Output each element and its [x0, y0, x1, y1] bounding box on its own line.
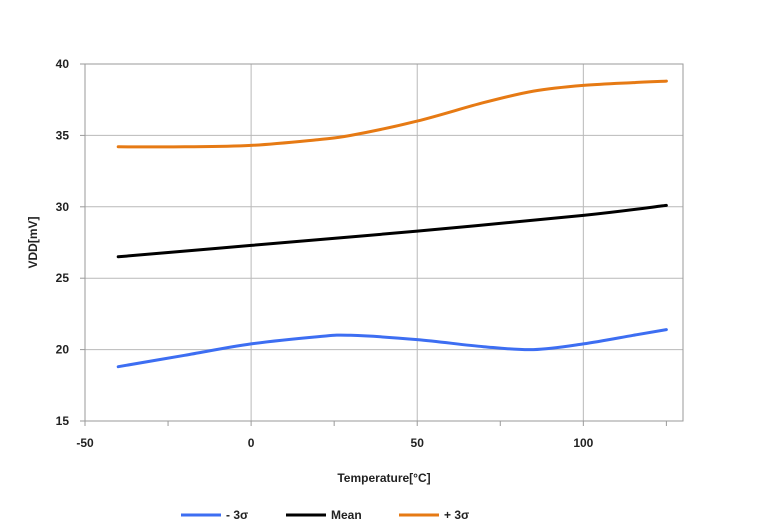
- series-line-minus-3-sigma: [116, 328, 668, 369]
- axis-ticks: [80, 63, 667, 426]
- legend-label-minus-3-sigma: - 3σ: [226, 508, 248, 522]
- y-axis-label: VDD[mV]: [26, 216, 40, 268]
- x-tick-label: 50: [411, 436, 425, 450]
- series-lines: [116, 79, 668, 369]
- y-tick-label: 40: [56, 57, 70, 71]
- legend-label-plus-3-sigma: + 3σ: [444, 508, 469, 522]
- series-line-mean: [116, 203, 668, 259]
- tick-labels: -50 0 50 100 15 20 25 30 35 40: [56, 57, 594, 450]
- y-tick-label: 35: [56, 128, 70, 142]
- x-tick-label: -50: [76, 436, 94, 450]
- plot-area-border: [84, 63, 684, 422]
- y-tick-label: 15: [56, 414, 70, 428]
- x-tick-label: 100: [573, 436, 593, 450]
- y-tick-label: 25: [56, 271, 70, 285]
- y-tick-label: 30: [56, 200, 70, 214]
- legend-label-mean: Mean: [331, 508, 362, 522]
- legend: - 3σ Mean + 3σ: [181, 508, 469, 522]
- grid-lines: [84, 63, 683, 422]
- x-axis-label: Temperature[°C]: [337, 471, 430, 485]
- y-tick-label: 20: [56, 343, 70, 357]
- x-tick-label: 0: [248, 436, 255, 450]
- series-line-plus-3-sigma: [116, 79, 668, 149]
